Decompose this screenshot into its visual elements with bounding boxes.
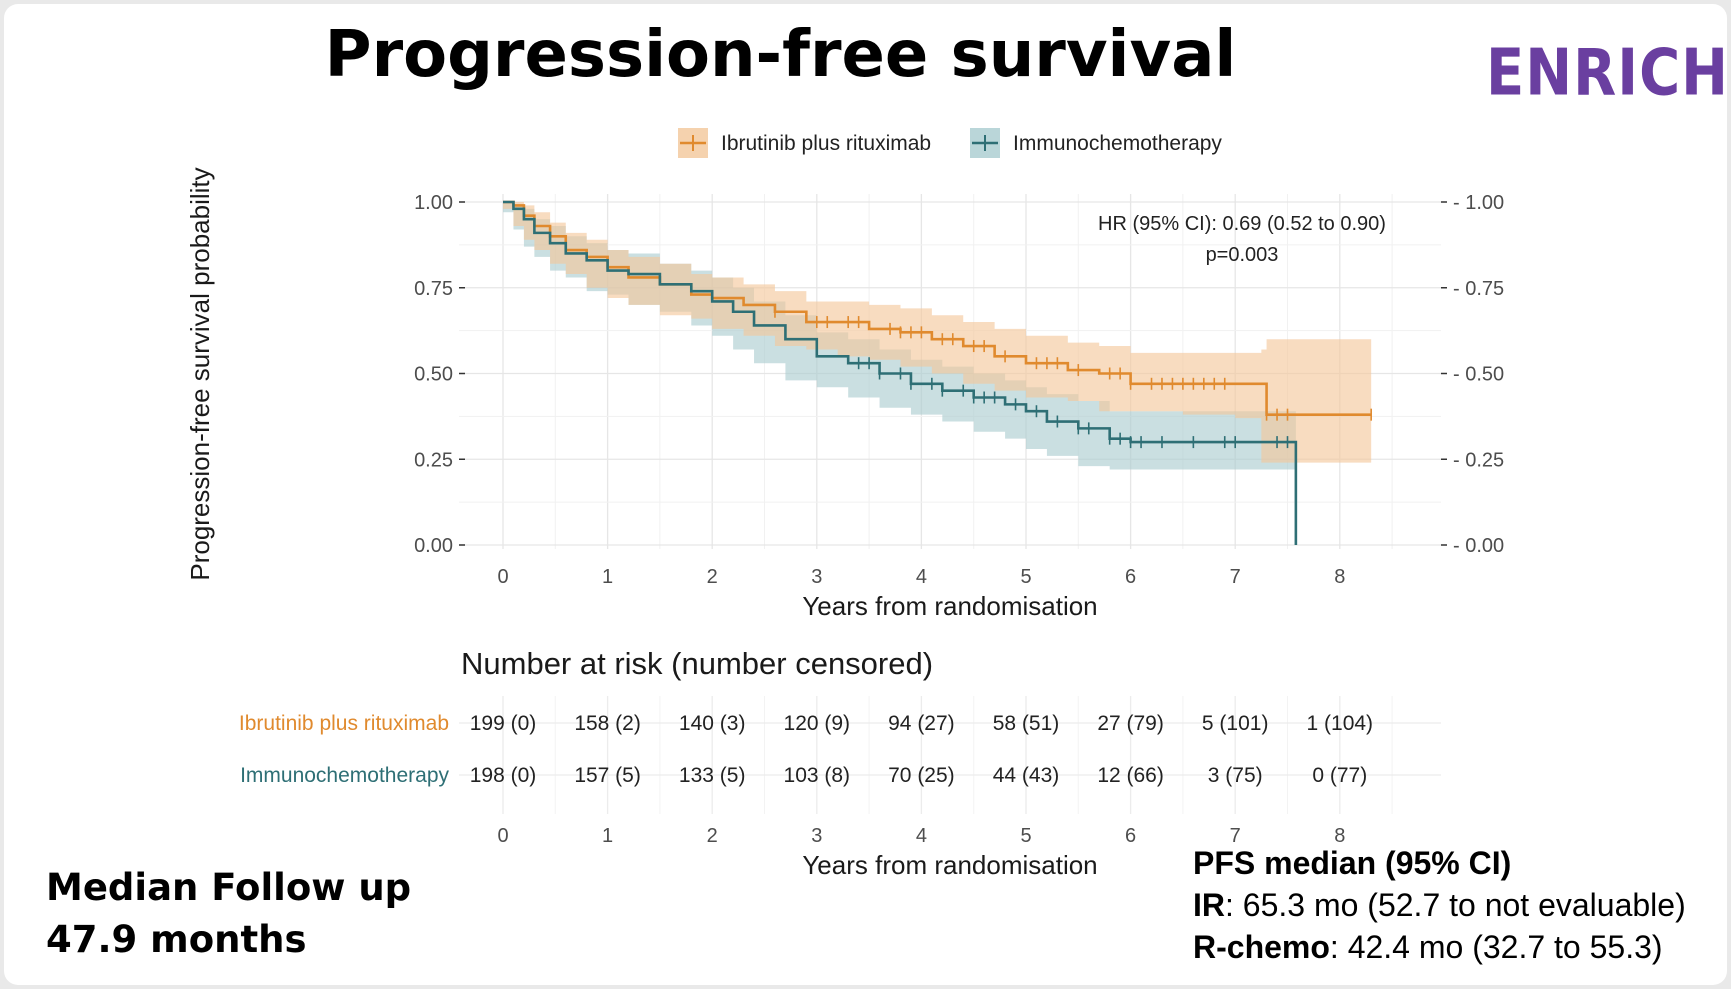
y-tick-label-left: 1.00 bbox=[414, 192, 453, 214]
y-tick-label-right: - 0.25 bbox=[1453, 449, 1504, 471]
x-tick-label: 2 bbox=[707, 566, 718, 588]
slide-title: Progression-free survival bbox=[324, 18, 1237, 92]
risk-cell: 12 (66) bbox=[1097, 764, 1164, 787]
risk-cell: 198 (0) bbox=[470, 764, 537, 787]
ir-value: : 65.3 mo (52.7 to not evaluable) bbox=[1225, 887, 1686, 923]
y-tick-label-right: - 1.00 bbox=[1453, 192, 1504, 214]
y-tick-label-left: 0.75 bbox=[414, 278, 453, 300]
rchemo-value: : 42.4 mo (32.7 to 55.3) bbox=[1329, 929, 1663, 965]
risk-x-tick-label: 3 bbox=[811, 825, 822, 847]
x-tick-label: 3 bbox=[811, 566, 822, 588]
risk-x-tick-label: 2 bbox=[707, 825, 718, 847]
risk-cell: 157 (5) bbox=[574, 764, 641, 787]
p-value-annotation: p=0.003 bbox=[1206, 244, 1279, 266]
y-tick-label-right: - 0.75 bbox=[1453, 278, 1504, 300]
ir-label: IR bbox=[1193, 887, 1225, 923]
risk-x-tick-label: 6 bbox=[1125, 825, 1136, 847]
median-follow-up: Median Follow up 47.9 months bbox=[46, 862, 411, 966]
risk-x-tick-label: 4 bbox=[916, 825, 927, 847]
legend-label: Immunochemotherapy bbox=[1013, 132, 1222, 155]
y-axis-title: Progression-free survival probability bbox=[185, 167, 215, 580]
km-chart: 0.00 - 0.00 0.25 - 0.25 0.50 - 0.50 0.75 - 0.75… bbox=[185, 128, 1504, 880]
risk-cell: 1 (104) bbox=[1307, 712, 1374, 735]
risk-cell: 133 (5) bbox=[679, 764, 746, 787]
risk-cell: 44 (43) bbox=[993, 764, 1060, 787]
risk-x-tick-label: 8 bbox=[1334, 825, 1345, 847]
x-tick-label: 0 bbox=[497, 566, 508, 588]
y-tick-label-right: - 0.00 bbox=[1453, 535, 1504, 557]
slide: Progression-free survival ENRICH 0.00 - 0… bbox=[4, 4, 1727, 985]
risk-cell: 27 (79) bbox=[1097, 712, 1164, 735]
x-tick-label: 6 bbox=[1125, 566, 1136, 588]
hr-annotation: HR (95% CI): 0.69 (0.52 to 0.90) bbox=[1098, 213, 1386, 235]
ibrutinib-km-curve bbox=[503, 200, 1372, 416]
risk-cell: 199 (0) bbox=[470, 712, 537, 735]
enrich-logo: ENRICH bbox=[1486, 36, 1727, 111]
risk-cell: 158 (2) bbox=[574, 712, 641, 735]
pfs-median-ir: IR: 65.3 mo (52.7 to not evaluable) bbox=[1193, 884, 1686, 926]
risk-cell: 103 (8) bbox=[784, 764, 851, 787]
rchemo-label: R-chemo bbox=[1193, 929, 1330, 965]
pfs-median-heading: PFS median (95% CI) bbox=[1193, 845, 1512, 881]
legend-label: Ibrutinib plus rituximab bbox=[721, 132, 931, 155]
ibrutinib-ci-band bbox=[503, 202, 1372, 463]
y-tick-label-left: 0.25 bbox=[414, 449, 453, 471]
risk-row-label: Ibrutinib plus rituximab bbox=[239, 712, 449, 735]
risk-x-tick-label: 1 bbox=[602, 825, 613, 847]
risk-x-axis-title: Years from randomisation bbox=[802, 850, 1097, 880]
x-tick-label: 5 bbox=[1020, 566, 1031, 588]
risk-x-tick-label: 5 bbox=[1020, 825, 1031, 847]
risk-cell: 94 (27) bbox=[888, 712, 955, 735]
x-tick-label: 1 bbox=[602, 566, 613, 588]
x-axis-title: Years from randomisation bbox=[802, 591, 1097, 621]
pfs-median-box: PFS median (95% CI) IR: 65.3 mo (52.7 to… bbox=[1193, 842, 1686, 968]
pfs-median-rchemo: R-chemo: 42.4 mo (32.7 to 55.3) bbox=[1193, 926, 1686, 968]
risk-table-title: Number at risk (number censored) bbox=[461, 646, 933, 681]
risk-x-tick-label: 0 bbox=[497, 825, 508, 847]
follow-up-label: Median Follow up bbox=[46, 866, 412, 909]
x-tick-label: 7 bbox=[1230, 566, 1241, 588]
risk-cell: 58 (51) bbox=[993, 712, 1060, 735]
risk-cell: 120 (9) bbox=[784, 712, 851, 735]
risk-x-tick-label: 7 bbox=[1230, 825, 1241, 847]
risk-cell: 70 (25) bbox=[888, 764, 955, 787]
immuno-ci-band bbox=[503, 202, 1296, 470]
x-tick-label: 4 bbox=[916, 566, 927, 588]
y-tick-label-left: 0.50 bbox=[414, 364, 453, 386]
risk-cell: 140 (3) bbox=[679, 712, 746, 735]
risk-row-label: Immunochemotherapy bbox=[240, 764, 449, 787]
risk-cell: 3 (75) bbox=[1208, 764, 1263, 787]
risk-cell: 5 (101) bbox=[1202, 712, 1269, 735]
y-tick-label-left: 0.00 bbox=[414, 535, 453, 557]
follow-up-value: 47.9 months bbox=[46, 918, 307, 961]
x-tick-label: 8 bbox=[1334, 566, 1345, 588]
y-tick-label-right: - 0.50 bbox=[1453, 364, 1504, 386]
risk-cell: 0 (77) bbox=[1312, 764, 1367, 787]
